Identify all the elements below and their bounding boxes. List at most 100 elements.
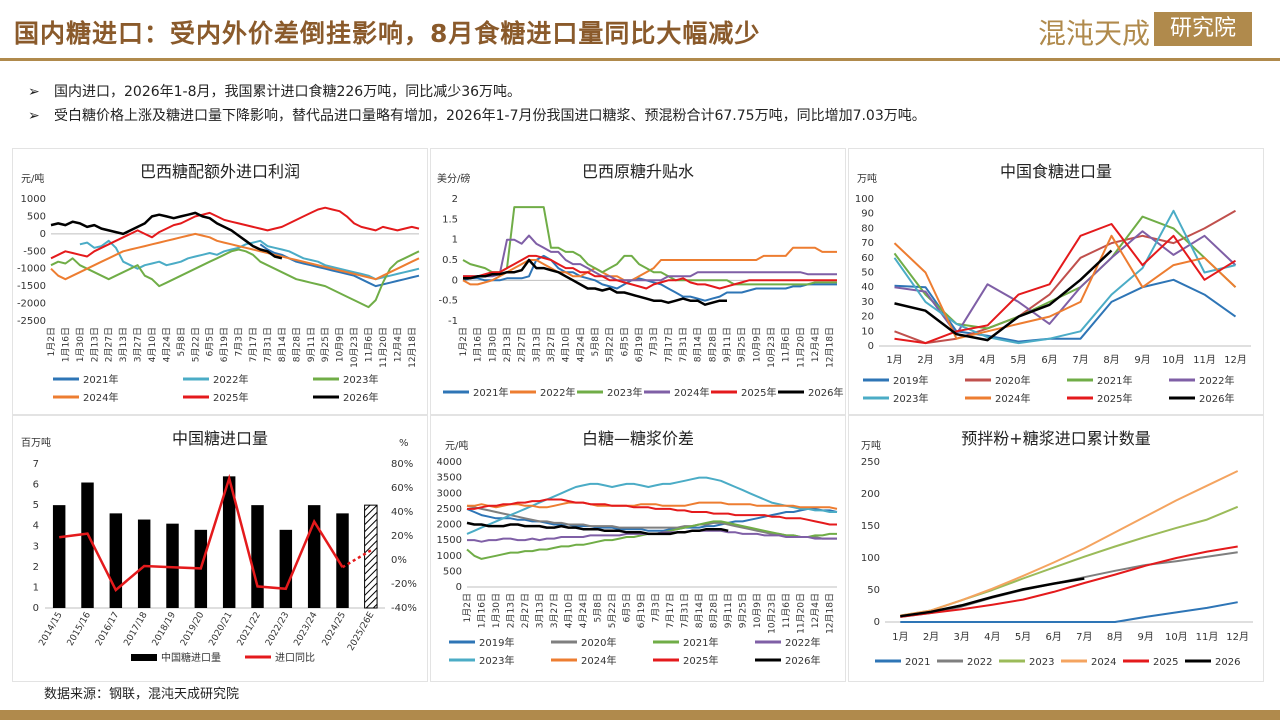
x-tick-label: 9月25日 — [737, 327, 748, 362]
y-tick-label: 1 — [452, 235, 458, 246]
x-tick-label: 3月27日 — [133, 327, 144, 362]
x-tick-label: 10月 — [1162, 354, 1185, 366]
legend-label: 2020年 — [581, 636, 616, 649]
x-tick-label: 7月17日 — [665, 593, 676, 628]
x-tick-label: 11月20日 — [796, 593, 807, 634]
x-tick-label: 2月13日 — [502, 327, 513, 362]
y-tick-label: 50 — [867, 585, 880, 596]
series-line — [900, 601, 1238, 623]
legend-label: 2022年 — [785, 636, 820, 649]
x-tick-label: 3月13日 — [531, 327, 542, 362]
chart-panel-china-sugar-import: 中国食糖进口量 万吨 100 90 80 70 60 50 40 30 20 10 0 1月 2月 3月 4月 5… — [848, 148, 1264, 415]
y2-tick-label: 40% — [391, 507, 413, 518]
x-tick-label: 4月10日 — [564, 593, 575, 628]
x-tick-label: 3月13日 — [118, 327, 129, 362]
bar — [251, 505, 264, 608]
x-tick-label: 2月 — [923, 631, 939, 643]
legend-label: 中国糖进口量 — [161, 651, 221, 664]
x-tick-label: 11月6日 — [363, 327, 374, 362]
series-line — [467, 529, 837, 543]
legend-label: 2023年 — [343, 373, 378, 386]
y-tick-label: 6 — [33, 480, 39, 491]
x-tick-label: 2月13日 — [506, 593, 517, 628]
series-line — [466, 521, 729, 536]
y-tick-label: 2000 — [437, 520, 462, 531]
x-tick-label: 11月20日 — [795, 327, 806, 368]
y-tick-label: 200 — [861, 489, 880, 500]
y-tick-label: 500 — [27, 211, 46, 222]
chart-panel-brazil-raw-premium: 巴西原糖升贴水 美分/磅 2 1.5 1 0.5 0 -0.5 -1 1月2日 1月16日 1月30日… — [430, 148, 846, 415]
chart-title: 白糖—糖浆价差 — [582, 429, 694, 448]
bar — [336, 513, 349, 608]
series-line — [50, 211, 283, 260]
x-tick-label: 2月27日 — [520, 593, 531, 628]
x-tick-label: 2025/26E — [346, 610, 376, 653]
x-tick-label: 1月2日 — [458, 327, 469, 356]
y-axis-unit: 万吨 — [861, 439, 881, 452]
legend-label: 2021年 — [473, 386, 508, 399]
x-tick-label: 2020/21 — [207, 611, 234, 648]
series-line — [463, 258, 727, 306]
x-tick-label: 1月30日 — [491, 593, 502, 628]
y-tick-label: 40 — [861, 282, 874, 293]
chart-china-import-annual: 中国糖进口量 百万吨 % 7 6 5 4 3 2 1 0 80% 60% 40% 20% 0% -20% -40%… — [21, 429, 417, 664]
x-tick-label: 10月 — [1165, 631, 1188, 643]
x-tick-label: 7月3日 — [651, 593, 662, 622]
y-axis-unit: 万吨 — [857, 172, 877, 185]
y-axis-unit: 元/吨 — [21, 172, 44, 185]
bullet-text: 国内进口，2026年1-8月，我国累计进口食糖226万吨，同比减少36万吨。 — [54, 84, 522, 100]
arrow-bullet-icon: ➢ — [28, 108, 40, 124]
x-tick-label: 7月31日 — [678, 327, 689, 362]
y-tick-label: 4000 — [437, 457, 462, 468]
y2-tick-label: 20% — [391, 531, 413, 542]
x-tick-label: 9月25日 — [320, 327, 331, 362]
x-tick-label: 7月17日 — [663, 327, 674, 362]
x-tick-label: 2022/23 — [264, 611, 291, 648]
x-tick-label: 2024/25 — [321, 611, 348, 648]
x-tick-label: 1月30日 — [75, 327, 86, 362]
y-tick-label: 1000 — [437, 551, 462, 562]
x-tick-label: 9月 — [1137, 631, 1153, 643]
y-tick-label: 1500 — [437, 535, 462, 546]
x-tick-label: 12月18日 — [825, 327, 836, 368]
arrow-bullet-icon: ➢ — [28, 84, 40, 100]
chart-panel-white-syrup-spread: 白糖—糖浆价差 元/吨 4000 3500 3000 2500 2000 1500 1000 50… — [430, 415, 846, 682]
y-tick-label: 150 — [861, 521, 880, 532]
bar — [109, 513, 123, 608]
x-tick-label: 12月4日 — [810, 327, 821, 362]
x-tick-label: 6月19日 — [636, 593, 647, 628]
y-tick-label: 70 — [861, 238, 874, 249]
x-tick-label: 6月5日 — [205, 327, 216, 356]
x-tick-label: 6月5日 — [619, 327, 630, 356]
bar — [81, 482, 94, 608]
x-tick-label: 7月31日 — [680, 593, 691, 628]
summary-bullet: ➢ 受白糖价格上涨及糖进口量下降影响，替代品进口量略有增加，2026年1-7月份我… — [28, 104, 926, 128]
x-tick-label: 3月27日 — [549, 593, 560, 628]
series-line — [462, 254, 837, 302]
x-tick-label: 3月 — [948, 354, 964, 366]
series-line — [467, 498, 837, 526]
legend-label: 2022 — [967, 657, 992, 668]
x-tick-label: 9月25日 — [738, 593, 749, 628]
series-line — [900, 505, 1239, 617]
y-tick-label: 60 — [861, 253, 874, 264]
x-tick-label: 4月24日 — [578, 593, 589, 628]
x-tick-label: 11月 — [1196, 631, 1219, 643]
page-title: 国内糖进口：受内外价差倒挂影响，8月食糖进口量同比大幅减少 — [14, 19, 761, 48]
x-tick-label: 8月28日 — [709, 593, 720, 628]
brand-logo-box: 研究院 — [1154, 12, 1252, 46]
series-line — [894, 249, 1113, 342]
series-line — [463, 254, 837, 290]
legend-label: 2026年 — [343, 391, 378, 404]
x-tick-label: 10月9日 — [751, 327, 762, 362]
x-tick-label: 8月28日 — [707, 327, 718, 362]
x-tick-label: 8月14日 — [694, 593, 705, 628]
chart-title: 中国食糖进口量 — [1000, 162, 1112, 181]
series-line — [59, 473, 344, 592]
y-tick-label: 1.5 — [442, 214, 458, 225]
y-tick-label: 7 — [33, 459, 39, 470]
legend-label: 2025 — [1153, 657, 1178, 668]
x-tick-label: 4月 — [979, 354, 995, 366]
y-tick-label: 500 — [443, 566, 462, 577]
y-tick-label: -1 — [448, 316, 458, 327]
